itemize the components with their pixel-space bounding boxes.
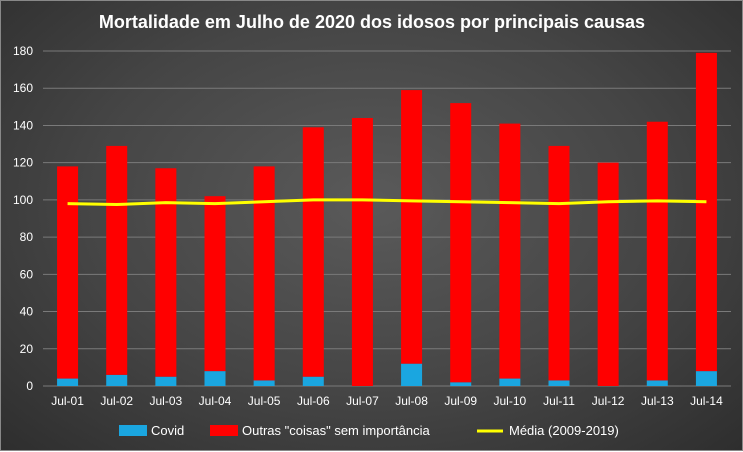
x-tick-label: Jul-06: [297, 394, 330, 408]
bar-covid-Jul-14: [695, 371, 717, 386]
x-tick-label: Jul-13: [641, 394, 674, 408]
bar-outras-Jul-11: [548, 145, 570, 381]
bar-covid-Jul-03: [155, 376, 177, 386]
bar-outras-Jul-13: [646, 121, 668, 381]
x-tick-label: Jul-11: [543, 394, 575, 408]
x-tick-label: Jul-10: [494, 394, 527, 408]
bar-covid-Jul-02: [106, 374, 128, 386]
y-tick-label: 100: [13, 193, 33, 207]
bar-outras-Jul-10: [499, 123, 521, 379]
bar-covid-Jul-08: [401, 363, 423, 386]
x-tick-label: Jul-12: [592, 394, 625, 408]
legend-label-media: Média (2009-2019): [509, 423, 619, 438]
bar-outras-Jul-04: [204, 196, 226, 372]
x-tick-label: Jul-04: [199, 394, 232, 408]
grid-layer: [43, 50, 731, 387]
legend-label-outras: Outras "coisas" sem importância: [242, 423, 430, 438]
y-axis-ticks: 0 20 40 60 80 100 120 140 160 180: [13, 44, 33, 393]
bar-outras-Jul-03: [155, 168, 177, 377]
bar-covid-Jul-09: [450, 382, 472, 386]
y-tick-label: 20: [20, 342, 34, 356]
legend-swatch-covid: [119, 425, 147, 436]
bar-outras-Jul-09: [450, 103, 472, 383]
x-tick-label: Jul-09: [444, 394, 477, 408]
bar-covid-Jul-11: [548, 380, 570, 386]
bar-outras-Jul-08: [401, 90, 423, 364]
x-axis-ticks: Jul-01 Jul-02 Jul-03 Jul-04 Jul-05 Jul-06 Jul-…: [51, 394, 723, 408]
bar-outras-Jul-07: [351, 118, 373, 386]
legend-swatch-outras: [210, 425, 238, 436]
line-layer: [67, 198, 707, 207]
chart-title: Mortalidade em Julho de 2020 dos idosos …: [99, 12, 645, 32]
bar-outras-Jul-12: [597, 162, 619, 386]
bar-outras-Jul-14: [695, 52, 717, 372]
x-tick-label: Jul-07: [346, 394, 379, 408]
y-tick-label: 40: [20, 305, 34, 319]
x-tick-label: Jul-01: [51, 394, 84, 408]
bar-covid-Jul-10: [499, 378, 521, 386]
y-tick-label: 140: [13, 118, 33, 132]
bar-covid-Jul-05: [253, 380, 275, 386]
bar-outras-Jul-06: [302, 127, 324, 377]
y-tick-label: 160: [13, 81, 33, 95]
bar-covid-Jul-06: [302, 376, 324, 386]
y-tick-label: 180: [13, 44, 33, 58]
bars-layer: [57, 52, 717, 386]
legend: Covid Outras "coisas" sem importância Médi…: [119, 423, 619, 438]
x-tick-label: Jul-08: [395, 394, 428, 408]
x-tick-label: Jul-02: [100, 394, 133, 408]
bar-outras-Jul-05: [253, 166, 275, 381]
y-tick-label: 0: [26, 379, 33, 393]
bar-outras-Jul-02: [106, 145, 128, 375]
line-media-2009-2019: [67, 198, 707, 207]
bar-covid-Jul-04: [204, 371, 226, 386]
y-tick-label: 60: [20, 267, 34, 281]
y-tick-label: 80: [20, 230, 34, 244]
x-tick-label: Jul-05: [248, 394, 281, 408]
x-tick-label: Jul-14: [690, 394, 723, 408]
y-tick-label: 120: [13, 156, 33, 170]
bar-covid-Jul-01: [57, 378, 79, 386]
legend-label-covid: Covid: [151, 423, 184, 438]
bar-outras-Jul-01: [57, 166, 79, 379]
x-tick-label: Jul-03: [150, 394, 183, 408]
bar-covid-Jul-13: [646, 380, 668, 386]
